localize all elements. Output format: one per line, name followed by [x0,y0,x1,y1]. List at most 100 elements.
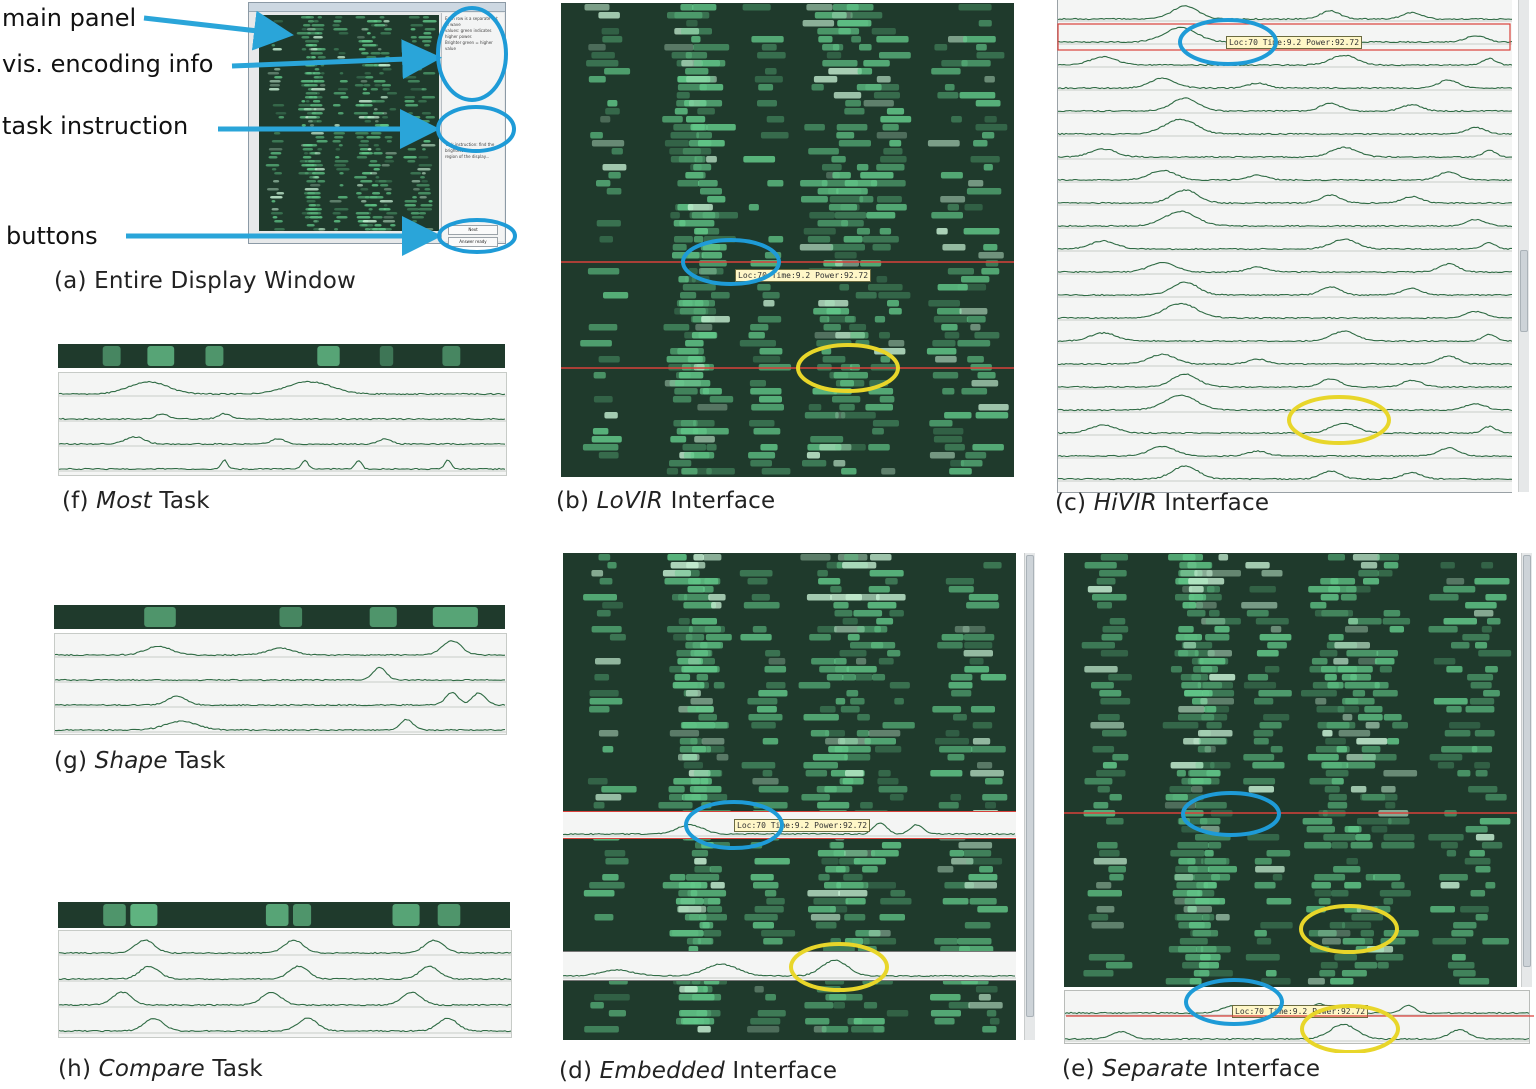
heat-cell [716,754,729,761]
caption-italic: Shape [94,748,168,774]
next-button[interactable]: Next [448,225,498,235]
heat-cell [304,152,309,155]
heat-cell [1202,682,1233,689]
heat-cell [1321,610,1353,617]
annotation-vis-encoding: vis. encoding info [2,50,214,78]
heat-cell [692,938,714,945]
heat-cell [706,124,736,131]
heat-cell [312,28,324,31]
heat-cell [1331,890,1349,897]
heat-cell [373,20,382,23]
wave-line [563,822,1016,836]
scrollbar-thumb[interactable] [1520,250,1528,332]
heat-cell [1342,938,1373,945]
heat-cell [1327,554,1345,561]
yellow-marker [1287,395,1391,445]
heat-cell [1439,874,1468,881]
heat-cell [944,332,960,339]
heat-cell [835,412,846,419]
heat-cell [1437,762,1455,769]
heat-cell [1474,730,1495,737]
heat-cell [1337,666,1373,673]
heat-cell [859,44,872,51]
heat-cell [598,554,611,561]
heat-cell [693,308,717,315]
caption-e: (e) Separate Interface [1062,1056,1320,1082]
annotation-task-instruction: task instruction [2,112,189,140]
heat-cell [937,308,962,315]
heat-cell [874,316,886,323]
heat-cell [748,204,759,211]
heat-cell [833,92,862,99]
heat-cell [1201,618,1226,625]
heat-cell [870,180,906,187]
heat-cell [1327,682,1344,689]
embedded-scrollbar[interactable] [1024,553,1035,1040]
heat-cell [311,56,316,59]
heat-cell [983,562,1002,569]
heat-cell [950,674,973,681]
wave-line [1058,77,1512,90]
heat-cell [1186,890,1203,897]
heat-cell [1468,786,1498,793]
heat-cell [301,124,306,127]
heat-cell [589,882,625,889]
heat-cell [595,658,621,665]
scrollbar-thumb[interactable] [1026,555,1034,1017]
caption-suffix: Task [151,488,210,514]
answer-ready-button[interactable]: Answer ready [448,237,498,247]
heat-cell [808,906,836,913]
heat-cell [894,698,904,705]
heat-cell [683,762,703,769]
heat-cell [1176,770,1186,777]
heat-cell [876,204,907,211]
heat-cell [1108,674,1132,681]
heat-cell [1261,570,1283,577]
heat-cell [835,698,846,705]
heat-cell [312,72,321,75]
heat-cell [941,324,958,331]
heat-cell [313,108,325,111]
heat-cell [606,188,622,195]
separate-scrollbar[interactable] [1521,553,1532,987]
heat-cell [333,92,347,95]
heat-cell [1342,714,1353,721]
heat-cell [1317,722,1350,729]
heat-cell [1478,650,1512,657]
heat-cell [1381,842,1415,849]
heat-cell [339,80,348,83]
heat-cell [205,346,224,366]
heat-cell [685,76,715,83]
heat-cell [682,444,707,451]
heat-cell [313,76,324,79]
caption-suffix: Task [204,1056,263,1082]
heat-cell [868,730,901,737]
heat-cell [747,698,778,705]
hivir-scrollbar[interactable] [1518,0,1529,492]
heat-cell [833,850,868,857]
heat-cell [1203,882,1217,889]
heat-cell [270,212,283,215]
heat-cell [1081,642,1115,649]
heat-cell [442,346,461,366]
heat-cell [842,778,864,785]
heat-cell [1253,738,1269,745]
heat-cell [1453,922,1477,929]
heat-cell [872,674,886,681]
heat-cell [685,172,706,179]
heat-cell [421,180,428,183]
scrollbar-thumb[interactable] [1523,555,1531,967]
heat-cell [692,428,729,435]
heat-cell [846,4,874,11]
heat-cell [370,88,379,91]
heat-cell [965,452,987,459]
heat-cell [1344,826,1360,833]
heat-cell [1433,698,1468,705]
heat-cell [692,746,706,753]
heat-cell [370,204,377,207]
heat-cell [683,452,710,459]
heat-cell [363,172,373,175]
wave-line [1058,210,1512,228]
heat-cell [418,164,433,167]
heat-cell [605,108,620,115]
